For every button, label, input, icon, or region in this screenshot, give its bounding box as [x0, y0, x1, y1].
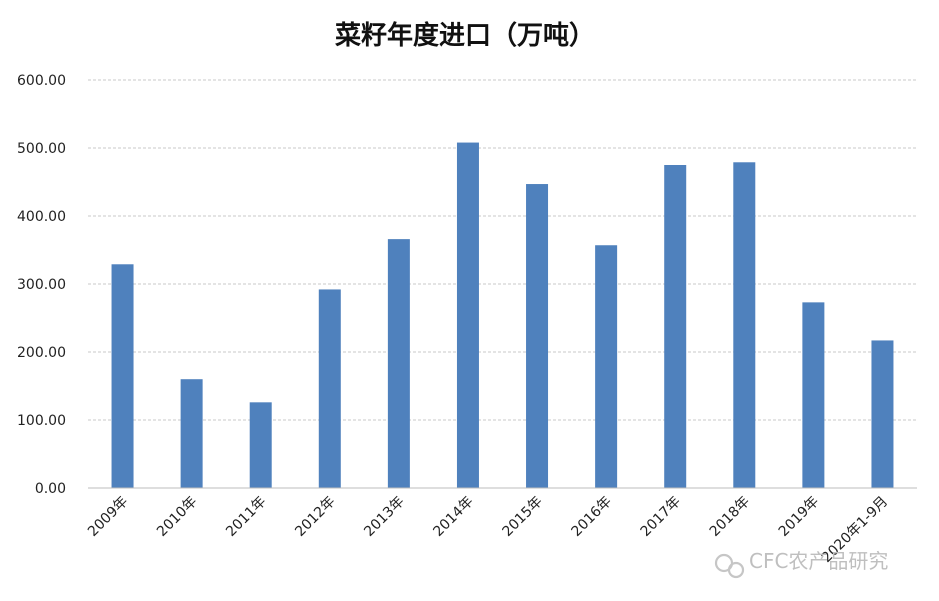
bars [111, 142, 894, 489]
bar [249, 402, 272, 488]
x-tick-label: 2012年 [292, 494, 338, 540]
watermark-text: CFC农产品研究 [749, 549, 888, 573]
bar [111, 264, 134, 488]
x-tick-label: 2011年 [223, 494, 269, 540]
x-tick-label: 2009年 [85, 494, 131, 540]
x-tick-label: 2013年 [361, 494, 407, 540]
x-tick-label: 2014年 [430, 494, 476, 540]
bar [802, 302, 825, 488]
y-tick-label: 100.00 [17, 413, 66, 429]
x-tick-label: 2010年 [154, 494, 200, 540]
x-tick-label: 2019年 [776, 494, 822, 540]
bar [871, 340, 894, 488]
y-tick-label: 600.00 [17, 73, 66, 89]
bar [595, 245, 618, 488]
bar [664, 165, 687, 488]
x-tick-label: 2017年 [638, 494, 684, 540]
bar [180, 379, 203, 488]
x-tick-label: 2018年 [707, 494, 753, 540]
y-tick-label: 200.00 [17, 345, 66, 361]
wechat-icon [714, 553, 745, 579]
bar [526, 184, 549, 489]
y-tick-label: 500.00 [17, 141, 66, 157]
bar [387, 239, 410, 488]
bar [456, 142, 479, 488]
bar [733, 162, 756, 488]
x-tick-label: 2016年 [569, 494, 615, 540]
bar [318, 289, 341, 488]
y-tick-label: 400.00 [17, 209, 66, 225]
y-tick-label: 0.00 [35, 481, 66, 497]
y-tick-label: 300.00 [17, 277, 66, 293]
x-tick-label: 2015年 [499, 494, 545, 540]
watermark: CFC农产品研究 [714, 549, 888, 579]
gridlines [88, 79, 917, 421]
chart-title: 菜籽年度进口（万吨） [334, 20, 595, 51]
y-axis-ticks: 0.00 100.00 200.00 300.00 400.00 500.00 600.00 [17, 73, 66, 497]
